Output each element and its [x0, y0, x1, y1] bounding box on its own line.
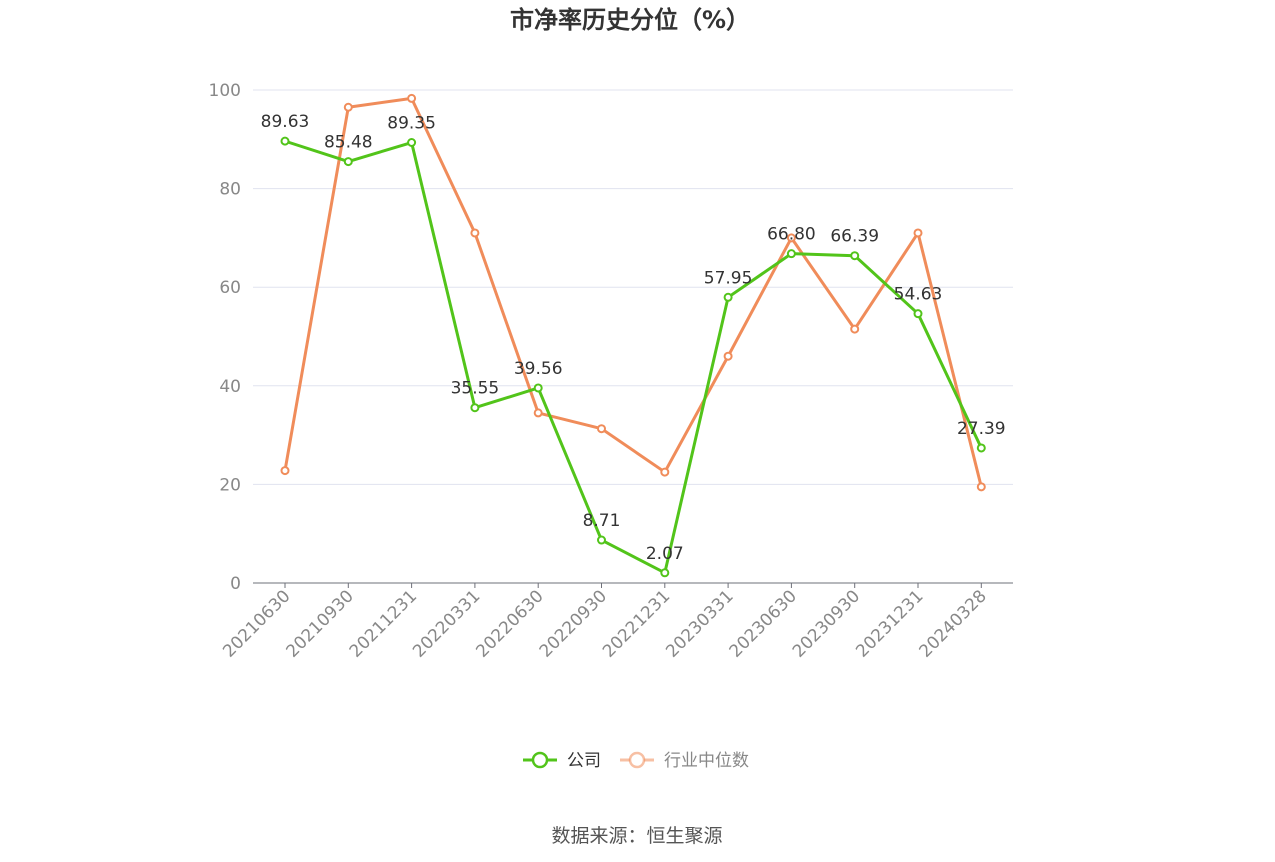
axes: 0204060801002021063020210930202112312022… [209, 81, 1013, 662]
x-tick-label-7: 20230331 [662, 586, 737, 661]
data-label-8: 66.80 [767, 225, 816, 245]
x-tick-label-1: 20210930 [283, 586, 358, 661]
series-0-point-5 [597, 535, 606, 545]
legend[interactable]: 公司 行业中位数 [523, 751, 749, 771]
series-0-point-2 [407, 138, 417, 148]
series-1-point-4 [533, 408, 543, 418]
x-tick-label-11: 20240328 [916, 586, 991, 661]
y-tick-label-0: 0 [230, 574, 241, 594]
series [280, 93, 986, 578]
series-0-point-11 [976, 443, 986, 453]
series-1-point-7 [723, 351, 733, 361]
source-note: 数据来源：恒生聚源 [551, 825, 722, 847]
data-label-6: 2.07 [646, 544, 684, 564]
legend-label-0: 公司 [567, 751, 601, 771]
series-1-point-10 [913, 228, 923, 238]
series-1-point-8 [786, 233, 796, 243]
data-label-7: 57.95 [704, 268, 753, 288]
data-label-2: 89.35 [387, 114, 436, 134]
series-0-point-8 [786, 249, 796, 259]
x-tick-label-8: 20230630 [726, 586, 801, 661]
data-label-0: 89.63 [261, 112, 310, 132]
data-label-10: 54.63 [894, 285, 943, 305]
series-1-point-3 [470, 228, 480, 238]
legend-item-1[interactable]: 行业中位数 [620, 751, 749, 771]
series-0-point-10 [913, 309, 923, 319]
x-tick-label-10: 20231231 [852, 586, 927, 661]
chart-title: 市净率历史分位（%） [510, 6, 750, 34]
series-0-point-6 [660, 568, 670, 578]
data-labels: 89.63 85.48 89.35 35.55 39.56 8.71 2.07 57.95 66… [261, 112, 1006, 564]
x-tick-label-4: 20220630 [472, 586, 547, 661]
data-label-3: 35.55 [451, 379, 500, 399]
series-1-point-0 [280, 466, 290, 476]
x-tick-label-6: 20221231 [599, 586, 674, 661]
legend-marker-0 [531, 751, 549, 769]
y-tick-label-5: 100 [209, 81, 241, 101]
y-tick-label-2: 40 [219, 377, 241, 397]
series-0-point-4 [533, 383, 543, 393]
legend-item-0[interactable]: 公司 [523, 751, 601, 771]
data-label-1: 85.48 [324, 133, 373, 153]
series-0-point-0 [280, 136, 290, 146]
data-label-5: 8.71 [583, 511, 621, 531]
x-tick-label-9: 20230930 [789, 586, 864, 661]
x-tick-label-2: 20211231 [346, 586, 421, 661]
series-0-point-7 [723, 292, 733, 302]
legend-marker-1 [628, 751, 646, 769]
series-line-0 [284, 139, 983, 575]
x-tick-label-3: 20220331 [409, 586, 484, 661]
series-line-1 [283, 96, 983, 488]
data-label-11: 27.39 [957, 419, 1006, 439]
series-1-point-5 [597, 424, 606, 434]
grid [253, 89, 1013, 485]
x-tick-label-5: 20220930 [536, 586, 611, 661]
y-tick-label-1: 20 [219, 475, 241, 495]
series-0-point-1 [343, 157, 353, 167]
legend-label-1: 行业中位数 [664, 751, 749, 771]
series-1-point-9 [850, 324, 860, 334]
series-1-point-6 [660, 467, 670, 477]
y-tick-label-3: 60 [219, 278, 241, 298]
series-1-point-1 [343, 102, 353, 112]
y-tick-label-4: 80 [219, 180, 241, 200]
data-label-9: 66.39 [830, 227, 879, 247]
series-0-point-9 [850, 251, 860, 261]
series-0-point-3 [470, 403, 480, 413]
x-tick-label-0: 20210630 [219, 586, 294, 661]
series-1-point-11 [976, 482, 986, 492]
data-label-4: 39.56 [514, 359, 563, 379]
series-1-point-2 [407, 93, 417, 103]
